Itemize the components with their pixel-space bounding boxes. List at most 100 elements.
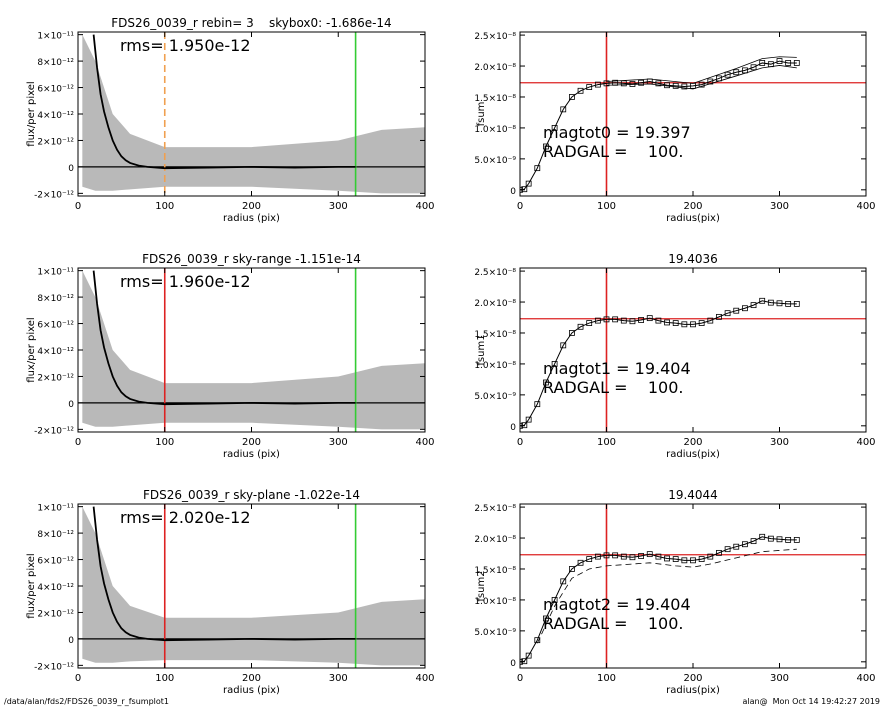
square-marker — [569, 566, 575, 572]
square-marker — [681, 321, 688, 328]
square-marker — [586, 556, 593, 562]
square-marker — [655, 80, 662, 87]
y-tick-label: 0 — [68, 636, 74, 646]
series-line — [606, 65, 797, 90]
y-axis-label: fsum1 — [476, 334, 487, 365]
x-tick-label: 100 — [155, 201, 174, 212]
square-marker — [560, 106, 567, 113]
square-marker — [776, 300, 783, 307]
x-tick-label: 300 — [770, 437, 789, 448]
square-marker — [767, 535, 774, 542]
square-marker — [776, 58, 783, 64]
square-marker — [534, 401, 541, 408]
annotation: magtot1 = 19.404 — [543, 359, 691, 378]
square-marker — [785, 60, 792, 66]
square-marker — [724, 546, 731, 553]
x-tick-label: 200 — [242, 201, 261, 212]
footer-right: alan@ Mon Oct 14 19:42:27 2019 — [742, 697, 880, 706]
x-axis-label: radius (pix) — [223, 449, 280, 460]
plot-area — [520, 32, 866, 196]
y-tick-label: 8×10⁻¹² — [37, 58, 74, 68]
frame — [519, 503, 867, 669]
x-axis-label: radius (pix) — [223, 685, 280, 696]
scatter-cloud — [82, 506, 425, 666]
square-marker — [672, 82, 679, 89]
square-marker — [521, 422, 528, 429]
square-marker — [638, 317, 644, 323]
x-tick-label: 300 — [329, 201, 348, 212]
x-tick-label: 400 — [415, 201, 434, 212]
series-line — [92, 270, 356, 406]
square-marker — [594, 553, 601, 560]
x-tick-label: 100 — [155, 673, 174, 684]
chart-title: FDS26_0039_r rebin= 3 skybox0: -1.686e-1… — [111, 16, 391, 30]
x-tick-label: 400 — [415, 437, 434, 448]
footer-left: /data/alan/fds2/FDS26_0039_r_fsumplot1 — [4, 697, 169, 706]
y-axis-label: fsum — [476, 102, 487, 127]
y-tick-label: 2.0×10⁻⁸ — [474, 63, 516, 73]
x-tick-label: 0 — [75, 673, 81, 684]
y-tick-label: 6×10⁻¹² — [37, 321, 74, 331]
x-tick-label: 300 — [329, 437, 348, 448]
square-marker — [612, 316, 619, 323]
y-tick-label: 5.0×10⁻⁹ — [474, 628, 516, 638]
annotation: rms= 2.020e-12 — [120, 508, 251, 527]
x-tick-label: 0 — [517, 673, 523, 684]
square-marker — [733, 307, 740, 314]
square-marker — [612, 552, 619, 559]
square-marker — [646, 315, 653, 322]
square-marker — [698, 81, 705, 88]
x-tick-label: 200 — [683, 437, 702, 448]
series-line — [520, 300, 797, 427]
plot-area — [78, 268, 425, 432]
y-tick-label: 0 — [510, 423, 516, 433]
series-line — [92, 506, 356, 642]
frame — [519, 267, 867, 433]
x-axis-label: radius(pix) — [666, 685, 720, 696]
square-marker — [543, 615, 549, 622]
square-marker — [577, 559, 584, 566]
annotation: rms= 1.960e-12 — [120, 272, 251, 291]
square-marker — [681, 557, 688, 564]
plot-area — [78, 504, 425, 668]
square-marker — [655, 553, 662, 560]
x-tick-label: 200 — [242, 673, 261, 684]
square-marker — [551, 125, 558, 131]
y-tick-label: 0 — [510, 187, 516, 197]
square-marker — [521, 186, 528, 193]
y-tick-label: 8×10⁻¹² — [37, 530, 74, 540]
y-tick-label: 2.0×10⁻⁸ — [474, 299, 516, 309]
x-tick-label: 200 — [683, 673, 702, 684]
x-tick-label: 100 — [597, 437, 616, 448]
square-marker — [750, 538, 757, 545]
annotation: RADGAL = 100. — [543, 614, 683, 633]
x-axis-label: radius(pix) — [666, 449, 720, 460]
square-marker — [594, 317, 601, 324]
x-tick-label: 0 — [75, 437, 81, 448]
square-marker — [793, 300, 800, 307]
y-tick-label: -2×10⁻¹² — [34, 662, 74, 672]
square-marker — [543, 143, 549, 150]
y-tick-label: 8×10⁻¹² — [37, 294, 74, 304]
y-tick-label: 0 — [68, 400, 74, 410]
square-marker — [534, 165, 541, 172]
square-marker — [620, 317, 627, 324]
square-marker — [569, 330, 575, 336]
square-marker — [603, 80, 610, 87]
square-marker — [733, 543, 740, 550]
square-marker — [664, 82, 670, 89]
y-tick-label: 1.5×10⁻⁸ — [474, 94, 516, 104]
y-tick-label: 1.0×10⁻⁸ — [474, 125, 516, 135]
square-marker — [525, 416, 532, 423]
y-tick-label: 0 — [510, 659, 516, 669]
y-tick-label: 2×10⁻¹² — [37, 137, 74, 147]
chart-title: FDS26_0039_r sky-plane -1.022e-14 — [143, 488, 360, 502]
plot-area — [520, 268, 866, 432]
x-tick-label: 200 — [242, 437, 261, 448]
y-tick-label: 5.0×10⁻⁹ — [474, 156, 516, 166]
square-marker — [638, 553, 644, 559]
plot-area — [78, 32, 425, 196]
square-marker — [525, 180, 532, 187]
y-tick-label: 2.5×10⁻⁸ — [474, 504, 516, 514]
square-marker — [672, 320, 679, 326]
